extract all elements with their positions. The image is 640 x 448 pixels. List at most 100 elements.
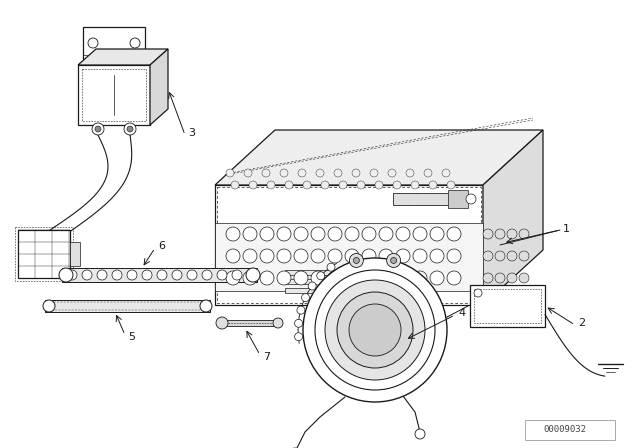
Circle shape xyxy=(345,227,359,241)
Circle shape xyxy=(413,249,427,263)
Circle shape xyxy=(483,229,493,239)
Bar xyxy=(83,27,145,59)
Circle shape xyxy=(327,263,335,271)
Circle shape xyxy=(217,270,227,280)
Bar xyxy=(47,302,208,310)
Circle shape xyxy=(349,254,364,267)
Circle shape xyxy=(447,227,461,241)
Circle shape xyxy=(466,194,476,204)
Circle shape xyxy=(294,333,303,340)
Text: 6: 6 xyxy=(158,241,165,251)
Circle shape xyxy=(226,227,240,241)
Circle shape xyxy=(411,181,419,189)
Bar xyxy=(393,193,463,205)
Circle shape xyxy=(316,169,324,177)
Bar xyxy=(285,288,335,293)
Circle shape xyxy=(262,169,270,177)
Circle shape xyxy=(273,318,283,328)
Circle shape xyxy=(294,227,308,241)
Circle shape xyxy=(357,181,365,189)
Text: 2: 2 xyxy=(578,318,585,328)
Circle shape xyxy=(142,270,152,280)
Circle shape xyxy=(328,227,342,241)
Text: 5: 5 xyxy=(128,332,135,342)
Circle shape xyxy=(294,319,303,327)
Circle shape xyxy=(294,271,308,285)
Circle shape xyxy=(246,268,260,282)
Circle shape xyxy=(519,229,529,239)
Circle shape xyxy=(243,227,257,241)
Bar xyxy=(393,193,463,205)
Polygon shape xyxy=(220,320,280,326)
Circle shape xyxy=(297,306,305,314)
Circle shape xyxy=(393,181,401,189)
Circle shape xyxy=(375,181,383,189)
Circle shape xyxy=(349,304,401,356)
Bar xyxy=(217,187,481,303)
Circle shape xyxy=(127,126,133,132)
Circle shape xyxy=(337,292,413,368)
Circle shape xyxy=(495,229,505,239)
Circle shape xyxy=(157,270,167,280)
Text: 7: 7 xyxy=(263,352,270,362)
Circle shape xyxy=(430,271,444,285)
Circle shape xyxy=(303,181,311,189)
Polygon shape xyxy=(483,130,543,305)
Circle shape xyxy=(345,271,359,285)
Circle shape xyxy=(495,273,505,283)
Circle shape xyxy=(430,249,444,263)
Polygon shape xyxy=(78,49,168,65)
Circle shape xyxy=(172,270,182,280)
Polygon shape xyxy=(215,130,543,185)
Bar xyxy=(448,190,468,208)
Circle shape xyxy=(311,271,325,285)
Circle shape xyxy=(311,227,325,241)
Circle shape xyxy=(430,227,444,241)
Circle shape xyxy=(277,271,291,285)
Circle shape xyxy=(226,169,234,177)
Circle shape xyxy=(308,282,316,290)
Polygon shape xyxy=(62,268,257,282)
Polygon shape xyxy=(45,300,210,312)
Circle shape xyxy=(95,126,101,132)
Circle shape xyxy=(260,249,274,263)
Circle shape xyxy=(231,181,239,189)
Polygon shape xyxy=(215,185,483,305)
Bar xyxy=(525,420,615,440)
Circle shape xyxy=(396,271,410,285)
Circle shape xyxy=(483,273,493,283)
Circle shape xyxy=(328,271,342,285)
Circle shape xyxy=(112,270,122,280)
Circle shape xyxy=(200,300,212,312)
Circle shape xyxy=(298,169,306,177)
Circle shape xyxy=(280,169,288,177)
Circle shape xyxy=(507,273,517,283)
Circle shape xyxy=(88,38,98,48)
Bar xyxy=(215,223,483,291)
Circle shape xyxy=(507,251,517,261)
Circle shape xyxy=(243,271,257,285)
Circle shape xyxy=(447,181,455,189)
Polygon shape xyxy=(150,49,168,125)
Circle shape xyxy=(226,271,240,285)
Bar xyxy=(285,279,335,284)
Circle shape xyxy=(317,272,324,280)
Circle shape xyxy=(334,169,342,177)
Text: 1: 1 xyxy=(563,224,570,234)
Circle shape xyxy=(303,258,447,402)
Circle shape xyxy=(379,227,393,241)
Circle shape xyxy=(483,251,493,261)
Circle shape xyxy=(442,169,450,177)
Circle shape xyxy=(277,227,291,241)
Bar xyxy=(15,227,73,281)
Circle shape xyxy=(59,268,73,282)
Circle shape xyxy=(97,270,107,280)
Circle shape xyxy=(321,181,329,189)
Circle shape xyxy=(345,249,359,263)
Circle shape xyxy=(260,227,274,241)
Circle shape xyxy=(362,227,376,241)
Bar xyxy=(285,270,335,275)
Circle shape xyxy=(424,169,432,177)
Circle shape xyxy=(413,227,427,241)
Circle shape xyxy=(187,270,197,280)
